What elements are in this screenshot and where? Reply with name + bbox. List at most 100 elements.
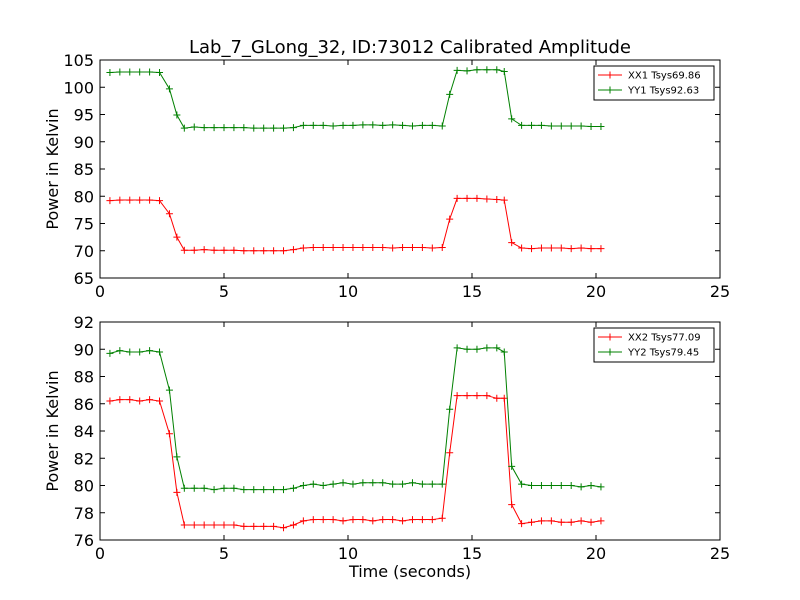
series-1-1 (106, 194, 605, 255)
y-tick-label: 75 (74, 215, 94, 234)
data-point (508, 239, 516, 247)
data-point (210, 124, 218, 132)
data-point (463, 345, 471, 353)
data-point (126, 68, 134, 76)
legend-label: XX2 Tsys77.09 (628, 333, 701, 344)
data-point (500, 67, 508, 75)
data-point (329, 516, 337, 524)
data-point (587, 518, 595, 526)
data-point (270, 522, 278, 530)
data-point (319, 243, 327, 251)
data-point (399, 480, 407, 488)
data-point (500, 196, 508, 204)
data-point (428, 121, 436, 129)
data-point (260, 247, 268, 255)
y-tick-label: 80 (74, 187, 94, 206)
data-point (528, 245, 536, 253)
legend-label: YY2 Tsys79.45 (627, 348, 699, 359)
data-point (116, 396, 124, 404)
data-point (180, 246, 188, 254)
y-axis: 76 78 80 82 84 86 88 90 92 (74, 313, 720, 550)
data-point (173, 111, 181, 119)
data-point (106, 349, 114, 357)
chart-title: Lab_7_GLong_32, ID:73012 Calibrated Ampl… (189, 37, 631, 58)
data-point (408, 479, 416, 487)
data-point (518, 121, 526, 129)
data-point (230, 484, 238, 492)
data-point (453, 392, 461, 400)
x-tick-label: 15 (462, 282, 482, 301)
data-point (389, 516, 397, 524)
data-point (106, 397, 114, 405)
data-point (173, 488, 181, 496)
data-point (446, 405, 454, 413)
data-point (389, 480, 397, 488)
data-point (319, 516, 327, 524)
data-point (528, 482, 536, 489)
data-point (136, 348, 144, 356)
data-point (379, 479, 387, 487)
data-point (446, 215, 454, 223)
y-tick-label: 90 (74, 340, 94, 359)
chart-panel-2: 0 5 10 15 20 25 76 78 80 82 84 86 88 90 92 Power in Kel… (43, 313, 730, 581)
data-point (369, 517, 377, 525)
data-point (547, 517, 555, 525)
data-point (173, 453, 181, 461)
x-tick-label: 10 (338, 282, 358, 301)
data-point (438, 514, 446, 522)
series-2-2 (106, 344, 605, 494)
y-tick-label: 100 (63, 78, 94, 97)
y-tick-label: 105 (63, 51, 94, 70)
data-point (418, 516, 426, 524)
data-point (289, 246, 297, 254)
data-point (260, 486, 268, 494)
data-point (126, 196, 134, 204)
data-point (270, 486, 278, 494)
data-point (359, 121, 367, 129)
legend-label: YY1 Tsys92.63 (627, 86, 699, 97)
y-axis-label: Power in Kelvin (43, 370, 62, 491)
data-point (240, 522, 248, 530)
x-axis: 0 5 10 15 20 25 (95, 60, 730, 301)
data-point (518, 244, 526, 252)
data-point (156, 348, 164, 356)
data-point (156, 69, 164, 77)
data-point (493, 66, 501, 74)
data-point (473, 194, 481, 202)
data-point (165, 430, 173, 438)
data-point (438, 480, 446, 488)
data-point (446, 90, 454, 98)
data-point (597, 483, 605, 491)
data-point (528, 121, 536, 129)
data-point (250, 124, 258, 132)
data-point (446, 449, 454, 457)
legend-box (593, 327, 715, 363)
data-point (577, 244, 585, 252)
data-point (180, 124, 188, 132)
data-point (428, 244, 436, 252)
legend-label: XX1 Tsys69.86 (628, 71, 701, 82)
data-point (210, 521, 218, 529)
data-point (418, 480, 426, 488)
data-point (250, 486, 258, 494)
data-point (136, 397, 144, 405)
data-point (280, 247, 288, 255)
data-point (190, 246, 198, 254)
data-point (319, 121, 327, 129)
x-axis: 0 5 10 15 20 25 (95, 322, 730, 563)
y-tick-label: 70 (74, 242, 94, 261)
legend: XX2 Tsys77.09 YY2 Tsys79.45 (593, 327, 715, 363)
data-point (537, 517, 545, 525)
data-point (230, 521, 238, 529)
data-point (587, 122, 595, 130)
series-line (109, 197, 601, 252)
data-point (557, 244, 565, 252)
data-point (493, 344, 501, 352)
data-point (299, 517, 307, 525)
data-point (190, 123, 198, 131)
data-point (428, 516, 436, 524)
x-tick-label: 25 (710, 544, 730, 563)
data-point (379, 243, 387, 251)
data-point (116, 196, 124, 204)
data-point (359, 243, 367, 251)
